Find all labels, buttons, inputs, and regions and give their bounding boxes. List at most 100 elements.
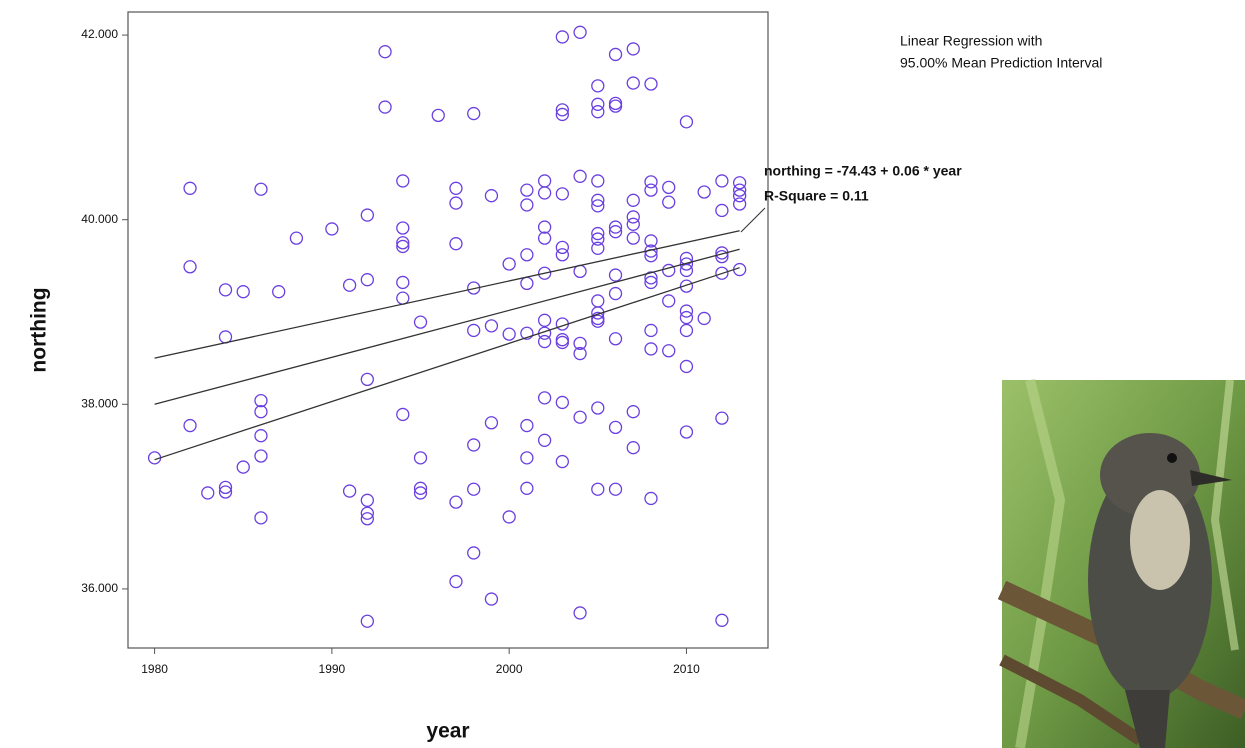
point xyxy=(644,275,658,290)
point xyxy=(520,481,534,495)
point xyxy=(608,225,623,239)
point xyxy=(679,279,694,293)
point xyxy=(573,336,587,351)
point xyxy=(715,613,729,627)
leader-line xyxy=(740,207,766,233)
point xyxy=(218,283,233,297)
point xyxy=(360,372,374,387)
point xyxy=(502,327,516,341)
point xyxy=(520,183,534,197)
bird-photo xyxy=(997,378,1245,748)
point xyxy=(591,97,605,111)
point xyxy=(254,511,268,525)
x-tick-label: 1990 xyxy=(319,662,346,676)
point xyxy=(591,193,605,207)
point xyxy=(679,323,694,338)
point xyxy=(396,174,410,188)
point xyxy=(555,333,569,347)
point xyxy=(555,454,569,469)
point xyxy=(715,266,729,280)
point xyxy=(608,482,623,496)
point xyxy=(626,217,640,231)
point xyxy=(679,359,694,374)
point xyxy=(537,391,552,405)
point xyxy=(626,405,640,419)
point xyxy=(537,334,552,349)
point xyxy=(236,285,250,299)
point xyxy=(537,433,552,447)
point xyxy=(591,79,605,93)
point xyxy=(289,231,304,245)
point xyxy=(732,197,747,211)
point xyxy=(644,77,658,91)
point xyxy=(201,486,215,500)
point xyxy=(679,115,694,129)
point xyxy=(467,438,481,452)
point xyxy=(537,174,552,188)
point xyxy=(608,99,623,113)
point xyxy=(360,493,374,507)
x-axis-title: year xyxy=(426,720,469,743)
point xyxy=(520,418,534,433)
point xyxy=(183,181,197,195)
point xyxy=(662,180,676,195)
point xyxy=(591,174,605,188)
point xyxy=(183,418,197,433)
point xyxy=(626,231,640,245)
point xyxy=(537,231,552,245)
point xyxy=(360,208,374,222)
point xyxy=(715,411,729,425)
point xyxy=(502,510,516,524)
point xyxy=(644,491,658,506)
point xyxy=(679,304,694,318)
point xyxy=(555,248,569,262)
point xyxy=(626,42,640,56)
point xyxy=(555,103,569,117)
point xyxy=(396,221,410,235)
point xyxy=(325,222,339,236)
point xyxy=(644,175,658,189)
point xyxy=(520,276,534,291)
point xyxy=(342,484,357,498)
point xyxy=(591,232,605,246)
point xyxy=(555,187,569,201)
y-tick-label: 38.000 xyxy=(81,396,118,410)
equation: northing = -74.43 + 0.06 * year xyxy=(764,163,962,179)
point xyxy=(449,181,463,195)
point xyxy=(396,236,410,250)
point xyxy=(591,401,605,415)
point xyxy=(254,182,268,196)
point xyxy=(520,198,534,212)
point xyxy=(537,266,552,280)
point xyxy=(573,264,587,279)
point xyxy=(484,189,499,203)
point xyxy=(254,449,268,463)
point xyxy=(626,76,640,90)
point xyxy=(608,332,623,346)
regression-line xyxy=(154,230,740,359)
point xyxy=(679,425,694,439)
point xyxy=(360,506,374,520)
point xyxy=(591,294,605,308)
regression-line xyxy=(154,267,740,461)
plot-frame xyxy=(127,11,769,649)
point xyxy=(591,241,605,255)
point xyxy=(644,271,658,285)
point xyxy=(591,199,605,213)
y-tick-label: 42.000 xyxy=(81,27,118,41)
regression-line xyxy=(154,248,740,405)
point xyxy=(715,174,729,188)
point xyxy=(484,319,499,333)
point xyxy=(679,310,694,325)
point xyxy=(254,429,268,443)
point xyxy=(236,460,250,474)
point xyxy=(537,220,552,234)
point xyxy=(254,405,268,419)
point xyxy=(254,393,268,408)
point xyxy=(626,193,640,207)
point xyxy=(697,311,711,326)
point xyxy=(396,407,410,422)
point xyxy=(449,237,463,251)
point xyxy=(218,485,233,499)
